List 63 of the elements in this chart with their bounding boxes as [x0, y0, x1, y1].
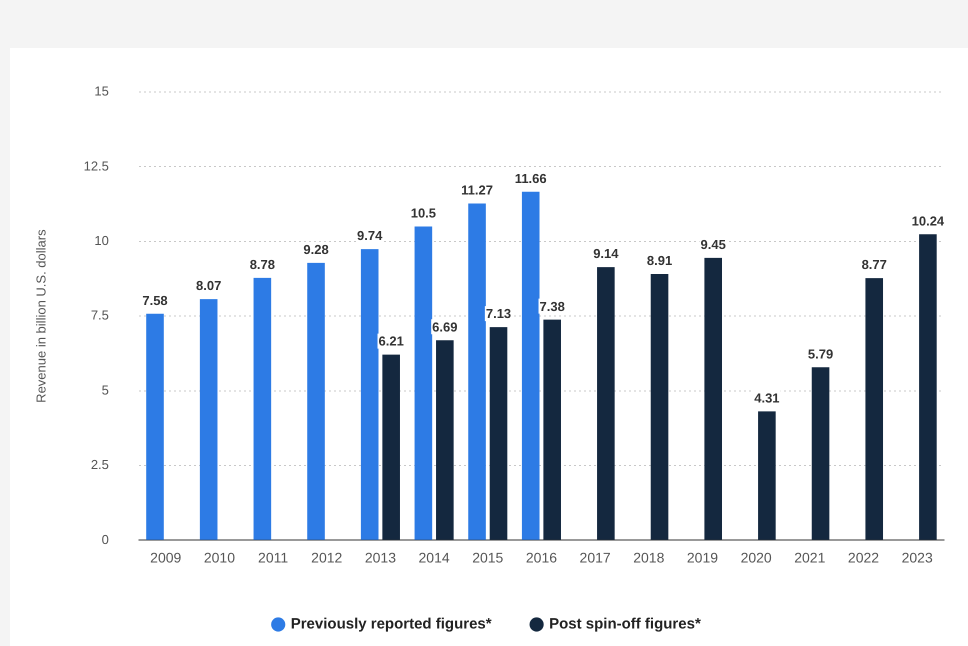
data-label: 4.31: [754, 390, 780, 406]
data-label: 11.66: [514, 170, 547, 186]
x-tick-label: 2023: [902, 549, 933, 566]
data-label: 9.14: [593, 246, 620, 262]
y-tick-label: 5: [102, 382, 109, 398]
x-tick-label: 2014: [418, 549, 450, 566]
x-tick-label: 2022: [848, 549, 880, 566]
data-label: 7.58: [142, 292, 168, 308]
bar: [543, 320, 561, 540]
data-label: 8.78: [250, 256, 276, 272]
bar: [597, 267, 615, 540]
x-tick-label: 2010: [204, 549, 236, 566]
data-label: 5.79: [808, 346, 834, 362]
bar: [490, 327, 508, 540]
bar: [919, 234, 937, 540]
bar: [382, 354, 400, 540]
y-tick-label: 7.5: [90, 308, 109, 323]
x-tick-label: 2011: [258, 549, 288, 566]
data-label: 8.07: [196, 278, 222, 294]
x-tick-label: 2021: [794, 549, 826, 566]
bar: [758, 411, 776, 540]
data-label: 6.21: [378, 334, 404, 349]
data-label: 8.77: [862, 257, 887, 272]
bar: [360, 249, 378, 540]
data-label: 9.45: [700, 236, 726, 252]
x-tick-label: 2013: [364, 549, 396, 566]
y-axis-title: Revenue in billion U.S. dollars: [33, 228, 48, 403]
data-label: 10.5: [410, 206, 436, 221]
bar: [200, 299, 218, 540]
bar: [865, 278, 884, 540]
bar: [146, 314, 164, 540]
bar: [436, 340, 454, 540]
data-label: 11.27: [461, 182, 493, 198]
data-label: 7.13: [486, 306, 512, 322]
data-label: 7.38: [540, 298, 565, 314]
x-tick-label: 2016: [526, 549, 558, 566]
bar: [704, 258, 722, 540]
bar: [254, 278, 272, 540]
bar: [522, 192, 540, 540]
x-tick-label: 2018: [633, 549, 665, 566]
x-tick-label: 2012: [311, 549, 343, 566]
data-label: 6.69: [432, 319, 458, 334]
x-tick-label: 2019: [686, 549, 718, 566]
bar: [307, 262, 325, 540]
bar: [414, 226, 432, 540]
data-label: 10.24: [912, 213, 945, 228]
legend-label: Previously reported figures*: [290, 616, 492, 633]
bar: [650, 274, 668, 540]
x-tick-label: 2009: [150, 549, 182, 566]
bar: [812, 367, 830, 540]
y-tick-label: 10: [94, 232, 109, 248]
data-label: 9.28: [303, 242, 329, 257]
y-tick-label: 12.5: [84, 158, 109, 174]
y-tick-label: 15: [94, 84, 109, 99]
data-label: 8.91: [646, 253, 672, 268]
y-tick-label: 2.5: [90, 457, 109, 472]
bar: [468, 203, 486, 540]
y-tick-label: 0: [102, 532, 109, 547]
x-tick-label: 2015: [472, 549, 504, 566]
x-tick-label: 2017: [580, 549, 611, 566]
x-tick-label: 2020: [740, 549, 772, 566]
legend-label: Post spin-off figures*: [549, 616, 701, 633]
data-label: 9.74: [357, 228, 384, 244]
